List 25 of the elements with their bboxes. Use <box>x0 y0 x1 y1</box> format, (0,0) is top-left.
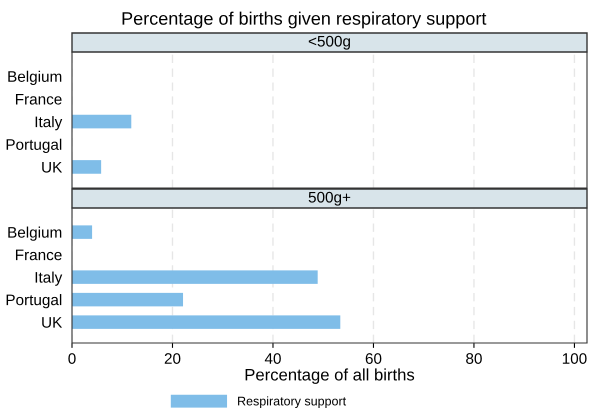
x-tick-label: 100 <box>562 353 587 364</box>
y-tick-label: France <box>16 94 62 105</box>
x-tick-label: 80 <box>466 353 482 364</box>
x-axis-title: Percentage of all births <box>246 368 414 384</box>
x-tick-label: 40 <box>264 353 281 364</box>
chart-subtitle: <500g <box>308 36 350 50</box>
x-tick-label: 0 <box>68 353 76 364</box>
y-tick-label: France <box>16 250 62 260</box>
bar <box>72 225 92 239</box>
legend-label: Respiratory support <box>238 396 346 408</box>
y-tick-label: Belgium <box>8 70 62 85</box>
chart-subtitle: 500g+ <box>308 192 350 206</box>
y-tick-label: Portugal <box>6 294 62 308</box>
y-tick-label: UK <box>42 162 62 173</box>
chart-title: Percentage of births given respiratory support <box>122 12 486 28</box>
y-tick-label: UK <box>42 317 62 328</box>
y-tick-label: Italy <box>36 272 62 286</box>
y-tick-label: Portugal <box>6 138 62 153</box>
bar <box>72 315 340 329</box>
x-tick-label: 60 <box>366 353 382 364</box>
x-tick-label: 20 <box>164 353 180 364</box>
y-tick-label: Belgium <box>8 226 62 241</box>
bar <box>72 292 184 306</box>
y-tick-label: Italy <box>36 116 62 130</box>
bar <box>72 270 318 284</box>
